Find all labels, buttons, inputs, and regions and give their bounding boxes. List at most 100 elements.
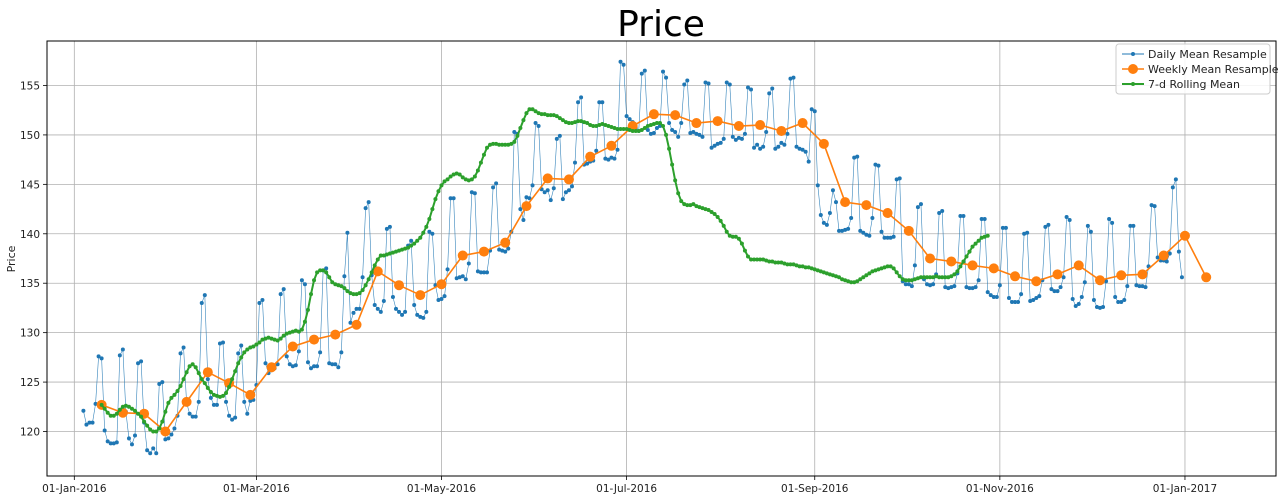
data-point-rolling: [312, 278, 317, 283]
data-point-daily: [1034, 296, 1039, 301]
data-point-daily: [870, 215, 875, 220]
data-point-rolling: [712, 212, 717, 217]
data-point-daily: [120, 347, 125, 352]
x-tick-label: 01-Jan-2016: [42, 483, 107, 495]
data-point-rolling: [752, 257, 757, 262]
data-point-daily: [755, 142, 760, 147]
data-point-daily: [837, 228, 842, 233]
data-point-daily: [1085, 223, 1090, 228]
data-point-weekly: [712, 116, 723, 127]
data-point-weekly: [1031, 276, 1042, 287]
data-point-rolling: [151, 429, 156, 434]
y-tick-label: 120: [20, 427, 40, 439]
data-point-rolling: [730, 234, 735, 239]
legend-marker-weekly: [1128, 64, 1138, 74]
data-point-rolling: [293, 328, 298, 333]
data-point-daily: [1125, 284, 1130, 289]
data-point-rolling: [949, 274, 954, 279]
data-point-daily: [345, 230, 350, 235]
data-point-daily: [709, 145, 714, 150]
data-point-rolling: [412, 241, 417, 246]
data-point-daily: [1058, 285, 1063, 290]
data-point-daily: [888, 235, 893, 240]
data-point-daily: [733, 137, 738, 142]
data-point-daily: [612, 156, 617, 161]
data-point-rolling: [521, 118, 526, 123]
data-point-rolling: [915, 276, 920, 281]
data-point-rolling: [721, 223, 726, 228]
data-point-daily: [1137, 284, 1142, 289]
data-point-rolling: [327, 275, 332, 280]
data-point-weekly: [903, 225, 914, 236]
data-point-rolling: [918, 275, 923, 280]
data-point-rolling: [330, 280, 335, 285]
data-point-rolling: [873, 268, 878, 273]
data-point-daily: [102, 428, 107, 433]
data-point-daily: [858, 228, 863, 233]
data-point-rolling: [661, 124, 666, 129]
data-point-weekly: [457, 250, 468, 261]
data-point-weekly: [1201, 272, 1212, 283]
data-point-rolling: [852, 280, 857, 285]
data-point-daily: [239, 343, 244, 348]
legend-label-daily: Daily Mean Resample: [1148, 48, 1267, 61]
data-point-daily: [703, 80, 708, 85]
data-point-daily: [903, 282, 908, 287]
data-point-daily: [287, 362, 292, 367]
data-point-rolling: [621, 126, 626, 131]
data-point-rolling: [290, 329, 295, 334]
data-point-rolling: [912, 277, 917, 282]
data-point-daily: [330, 362, 335, 367]
data-point-daily: [230, 417, 235, 422]
data-point-daily: [393, 306, 398, 311]
data-point-weekly: [648, 109, 659, 120]
legend-marker-rolling: [1131, 82, 1135, 86]
data-point-daily: [576, 100, 581, 105]
data-point-daily: [791, 75, 796, 80]
data-point-rolling: [888, 264, 893, 269]
data-point-rolling: [876, 267, 881, 272]
data-point-daily: [211, 402, 216, 407]
data-point-rolling: [739, 241, 744, 246]
data-point-rolling: [773, 260, 778, 265]
data-point-daily: [524, 195, 529, 200]
data-point-daily: [178, 351, 183, 356]
data-point-daily: [724, 80, 729, 85]
data-point-rolling: [257, 340, 262, 345]
data-point-daily: [812, 109, 817, 114]
data-point-rolling: [718, 218, 723, 223]
data-point-rolling: [485, 145, 490, 150]
data-point-daily: [1113, 295, 1118, 300]
data-point-daily: [715, 141, 720, 146]
y-tick-label: 125: [20, 377, 40, 389]
data-point-rolling: [630, 128, 635, 133]
data-point-rolling: [554, 114, 559, 119]
data-point-rolling: [299, 327, 304, 332]
data-point-rolling: [931, 275, 936, 280]
data-point-daily: [1170, 185, 1175, 190]
data-point-daily: [190, 414, 195, 419]
data-point-daily: [925, 282, 930, 287]
data-point-rolling: [202, 381, 207, 386]
data-point-rolling: [940, 275, 945, 280]
data-point-rolling: [503, 142, 508, 147]
data-point-rolling: [682, 202, 687, 207]
data-point-daily: [773, 146, 778, 151]
data-point-daily: [378, 309, 383, 314]
data-point-daily: [475, 269, 480, 274]
data-point-rolling: [126, 404, 131, 409]
data-point-daily: [375, 306, 380, 311]
data-point-rolling: [442, 179, 447, 184]
data-point-daily: [421, 315, 426, 320]
data-point-rolling: [348, 291, 353, 296]
y-tick-label: 155: [20, 80, 40, 92]
data-point-rolling: [454, 171, 459, 176]
data-point-rolling: [469, 177, 474, 182]
x-tick-label: 01-Mar-2016: [223, 483, 290, 495]
data-point-daily: [445, 267, 450, 272]
data-point-rolling: [800, 264, 805, 269]
data-point-weekly: [181, 396, 192, 407]
data-point-daily: [1028, 299, 1033, 304]
data-point-rolling: [318, 268, 323, 273]
